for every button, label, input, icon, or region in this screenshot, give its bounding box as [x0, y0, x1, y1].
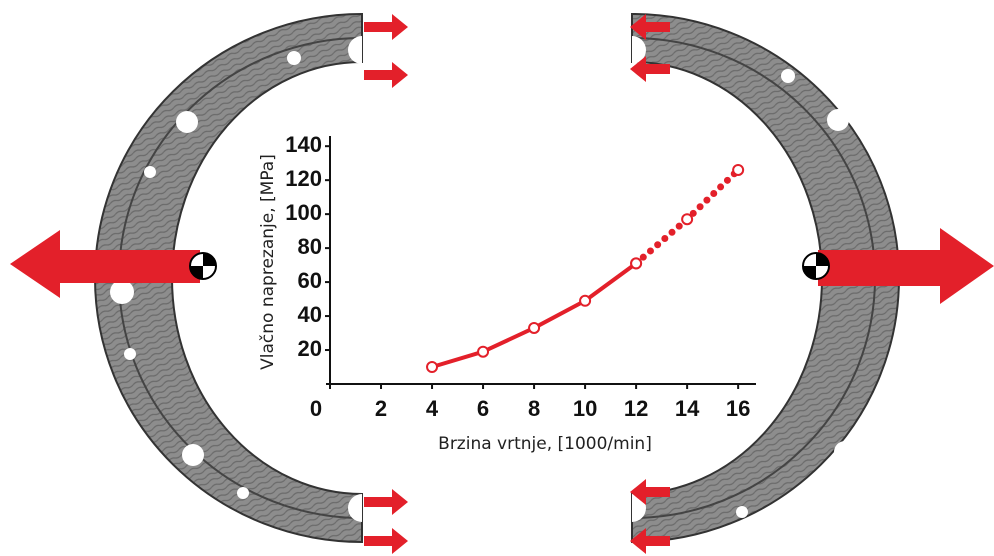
x-tick-label: 16 — [726, 396, 750, 421]
x-tick-label: 12 — [624, 396, 648, 421]
y-tick-label: 80 — [298, 234, 322, 259]
data-point — [681, 213, 694, 226]
cog-right — [802, 252, 830, 280]
y-tick-label: 140 — [285, 132, 322, 157]
y-tick-label: 40 — [298, 302, 322, 327]
y-axis-label: Vlačno naprezanje, [MPa] — [258, 154, 278, 370]
x-tick-label: 8 — [528, 396, 540, 421]
series-line — [430, 261, 639, 370]
data-point — [477, 345, 490, 358]
left-force-arrow — [10, 230, 200, 298]
data-point — [426, 361, 439, 374]
cog-left — [189, 252, 217, 280]
x-tick-label: 0 — [310, 396, 322, 421]
y-tick-label: 60 — [298, 268, 322, 293]
x-tick-label: 14 — [675, 396, 700, 421]
small-arrows — [364, 14, 670, 554]
data-point — [630, 257, 643, 270]
plot: 0 2 4 6 8 10 12 14 16 20 40 60 80 100 120 140 — [285, 132, 756, 421]
data-point — [732, 163, 745, 176]
x-tick-label: 6 — [477, 396, 489, 421]
x-tick-label: 2 — [375, 396, 387, 421]
y-tick-label: 100 — [285, 200, 322, 225]
y-tick-label: 20 — [298, 336, 322, 361]
x-tick-label: 4 — [426, 396, 439, 421]
x-tick-label: 10 — [573, 396, 597, 421]
data-point — [579, 294, 592, 307]
right-force-arrow — [818, 228, 994, 304]
y-tick-label: 120 — [285, 166, 322, 191]
x-axis-label: Brzina vrtnje, [1000/min] — [438, 434, 652, 454]
data-point — [528, 321, 541, 334]
